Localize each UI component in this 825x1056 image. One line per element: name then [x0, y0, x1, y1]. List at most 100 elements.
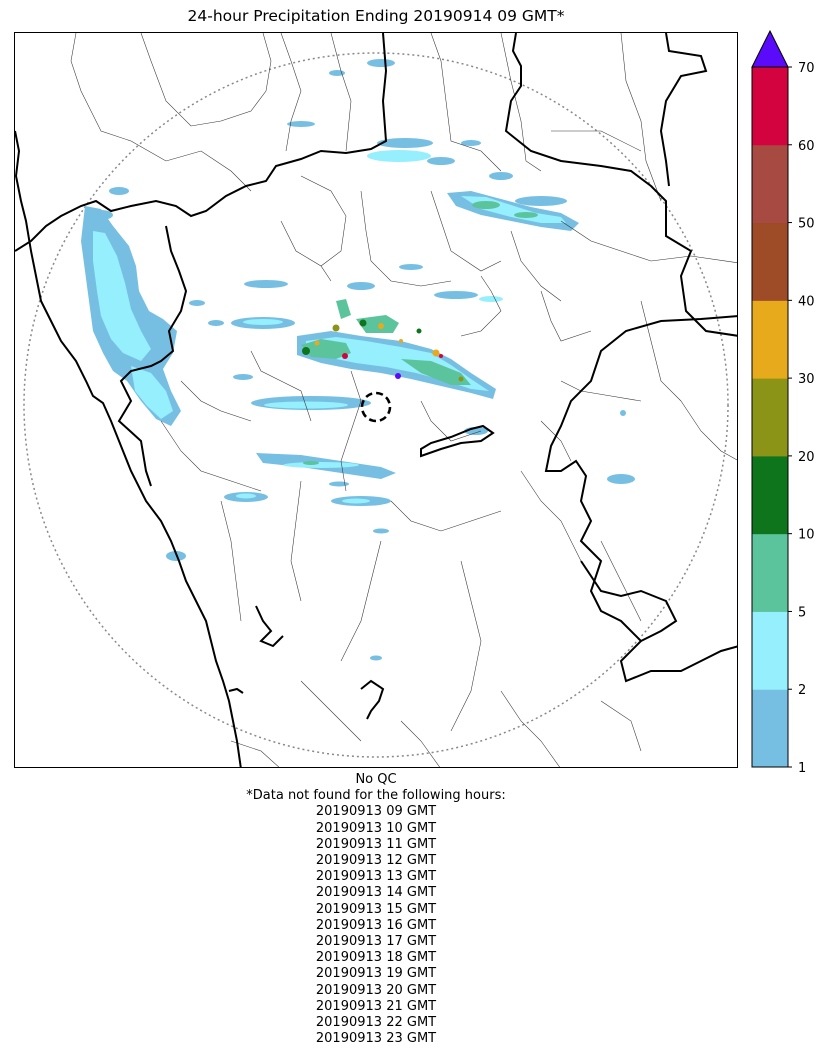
- precip-area-central: [347, 282, 375, 290]
- precip-area-north: [377, 138, 433, 148]
- colorbar-segment: [752, 455, 788, 535]
- map-footer: No QC *Data not found for the following …: [14, 772, 738, 1047]
- precip-area-heavy-cell: [332, 324, 340, 332]
- precip-area-central: [399, 264, 423, 270]
- precip-area-west-central: [233, 374, 253, 380]
- southeastern-border: [580, 560, 678, 642]
- northern-border: [15, 33, 388, 252]
- district-boundaries: [70, 33, 737, 767]
- precip-area-west-central: [620, 410, 626, 416]
- colorbar-segment: [752, 144, 788, 224]
- precip-area-west-coast-cell: [89, 210, 113, 220]
- precip-area-south: [329, 481, 349, 487]
- precip-area-south-band-core: [283, 462, 359, 468]
- precip-area-south-band-cell: [303, 461, 319, 465]
- northeast-border: [504, 33, 737, 337]
- precip-area-central: [243, 319, 283, 325]
- missing-hour-item: 20190913 22 GMT: [315, 1015, 437, 1031]
- precip-area-heavy-cell: [399, 339, 403, 343]
- precip-area-heavy-cell: [458, 376, 464, 382]
- missing-hours-list: 20190913 09 GMT 20190913 10 GMT 20190913 1…: [14, 804, 738, 1047]
- central-state-border: [420, 424, 495, 458]
- precip-area-north: [367, 59, 395, 67]
- precipitation-map: [15, 33, 737, 767]
- colorbar-segment: [752, 300, 788, 379]
- colorbar-tick-label: 5: [798, 605, 806, 620]
- precip-area-south: [370, 655, 382, 661]
- colorbar-tick-label: 2: [798, 683, 806, 698]
- southwest-coast-island: [228, 687, 244, 694]
- colorbar-segment: [752, 533, 788, 612]
- missing-hour-item: 20190913 20 GMT: [315, 982, 437, 998]
- precip-area-west-coast-core: [93, 231, 151, 361]
- colorbar-tick-label: 60: [798, 139, 815, 154]
- precip-area-north: [489, 172, 513, 180]
- colorbar-tick-label: 70: [798, 61, 815, 76]
- missing-hour-item: 20190913 18 GMT: [315, 950, 437, 966]
- precip-area-central: [479, 296, 503, 302]
- colorbar-segment: [752, 222, 788, 301]
- colorbar: 1 2 5 10 20 30 40 50 60 70: [751, 30, 815, 772]
- precip-area-heavy-cell: [302, 347, 310, 355]
- precip-area-north: [515, 196, 567, 206]
- precip-area-heavy-cell: [395, 373, 401, 379]
- precip-area-north: [427, 157, 455, 165]
- missing-hour-item: 20190913 19 GMT: [315, 966, 437, 982]
- precip-area-storm-cell: [336, 299, 351, 319]
- precip-area-south: [373, 528, 389, 534]
- precip-area-storm-cell: [356, 315, 399, 333]
- precip-area-heavy-cell: [314, 340, 320, 346]
- map-panel: [14, 32, 738, 768]
- missing-hour-item: 20190913 14 GMT: [315, 885, 437, 901]
- precip-area-central: [434, 291, 478, 299]
- missing-hour-item: 20190913 13 GMT: [315, 869, 437, 885]
- precip-area-north: [367, 150, 431, 162]
- missing-hour-item: 20190913 11 GMT: [315, 836, 437, 852]
- missing-hour-item: 20190913 16 GMT: [315, 917, 437, 933]
- state-boundaries: [15, 33, 737, 767]
- southern-border: [360, 679, 385, 720]
- eastern-state-border: [544, 315, 737, 683]
- precip-area-north: [287, 121, 315, 127]
- colorbar-tick-label: 10: [798, 528, 815, 543]
- precip-area-north: [461, 140, 481, 146]
- colorbar-segment: [752, 689, 788, 768]
- radar-range-ring: [23, 52, 729, 758]
- precip-area-heavy-cell: [439, 354, 443, 358]
- precip-area-south: [342, 498, 370, 504]
- map-title: 24-hour Precipitation Ending 20190914 09…: [187, 7, 565, 25]
- radar-site-marker: [360, 391, 392, 423]
- colorbar-segment: [752, 378, 788, 457]
- precip-area-heavy-cell: [359, 319, 367, 327]
- colorbar-tick-label: 1: [798, 761, 806, 772]
- precip-area-west-coast-south: [131, 366, 173, 419]
- precip-area-northeast-cell: [472, 201, 500, 209]
- missing-hour-item: 20190913 17 GMT: [315, 934, 437, 950]
- precip-area-west-central: [607, 474, 635, 484]
- colorbar-tick-label: 40: [798, 294, 815, 309]
- missing-data-header: *Data not found for the following hours:: [246, 788, 506, 804]
- missing-hour-item: 20190913 09 GMT: [315, 804, 437, 820]
- missing-hour-item: 20190913 10 GMT: [315, 820, 437, 836]
- missing-hour-item: 20190913 21 GMT: [315, 998, 437, 1014]
- colorbar-extend-arrow: [751, 30, 789, 68]
- precipitation-field: [81, 59, 635, 661]
- west-coastline: [15, 130, 242, 767]
- precip-area-central: [244, 280, 288, 288]
- precip-area-west-coast-cell: [109, 187, 129, 195]
- precip-area-heavy-cell: [378, 323, 384, 329]
- colorbar-tick-label: 20: [798, 450, 815, 465]
- colorbar-frame: [751, 66, 789, 768]
- northeast-arm: [659, 33, 708, 187]
- precip-area-west-central: [264, 401, 348, 409]
- missing-hour-item: 20190913 15 GMT: [315, 901, 437, 917]
- colorbar-segment: [752, 67, 788, 146]
- precip-area-storm-cell: [401, 359, 471, 385]
- precip-area-central: [208, 320, 224, 326]
- precip-area-central: [189, 300, 205, 306]
- precip-area-northeast-cell: [514, 212, 538, 218]
- precip-area-storm-cell: [301, 339, 351, 359]
- colorbar-tick-label: 30: [798, 372, 815, 387]
- southwest-inlet: [255, 605, 284, 648]
- precip-area-heavy-cell: [342, 353, 348, 359]
